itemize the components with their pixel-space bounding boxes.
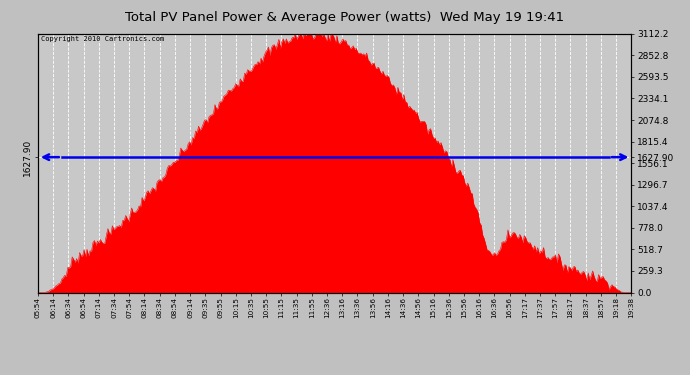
Text: Total PV Panel Power & Average Power (watts)  Wed May 19 19:41: Total PV Panel Power & Average Power (wa…: [126, 11, 564, 24]
Text: Copyright 2010 Cartronics.com: Copyright 2010 Cartronics.com: [41, 36, 164, 42]
